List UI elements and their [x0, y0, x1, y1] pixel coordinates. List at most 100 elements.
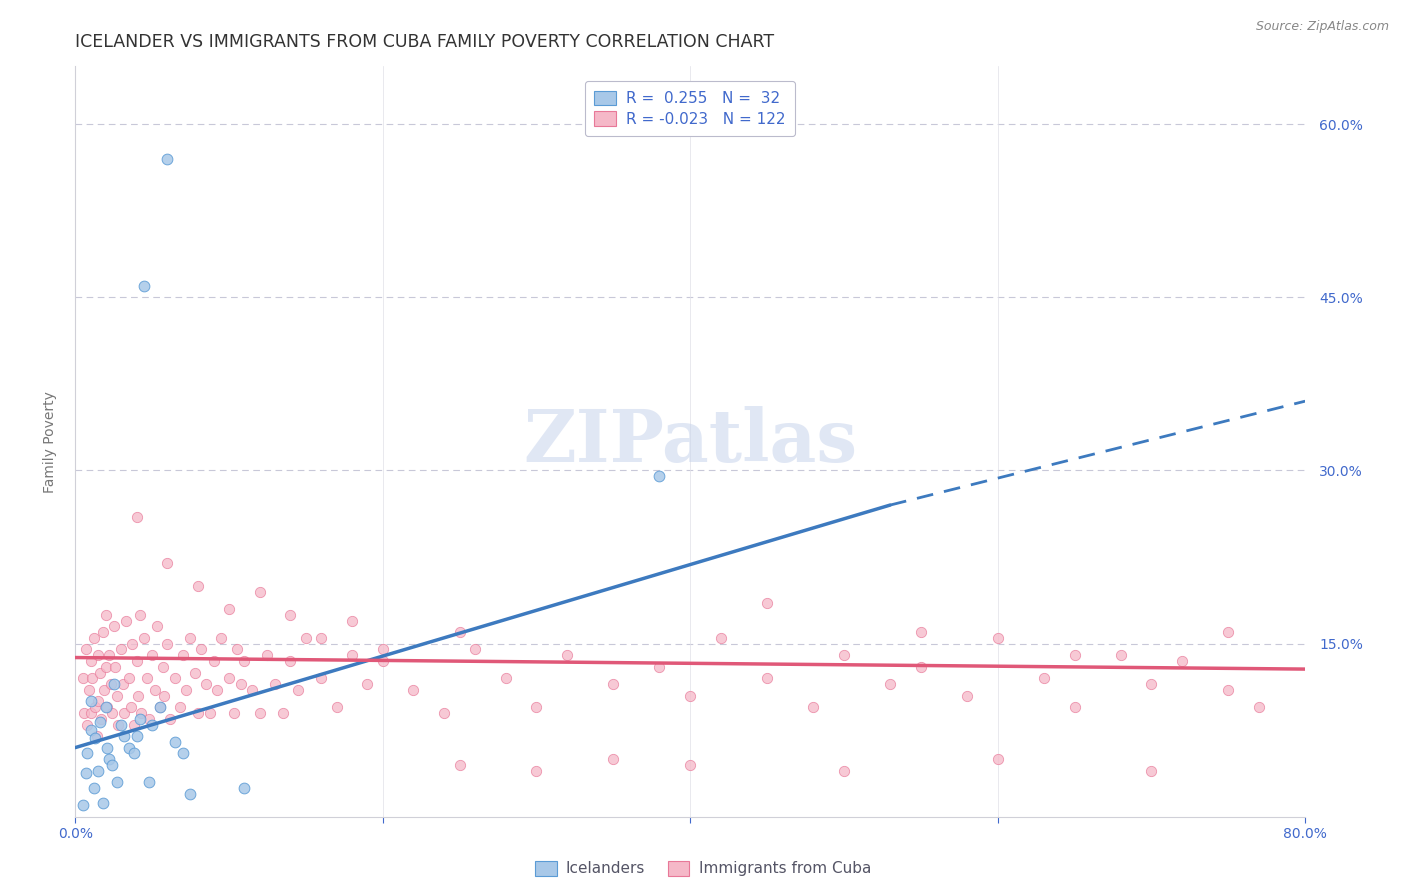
Point [72, 798, 94, 813]
Point [125, 729, 148, 743]
Point [402, 682, 425, 697]
Point [165, 671, 187, 685]
Point [134, 631, 156, 645]
Point [1109, 648, 1132, 663]
Point [464, 642, 486, 657]
Point [156, 556, 179, 570]
Point [264, 677, 287, 691]
Point [112, 706, 135, 720]
Point [184, 665, 207, 680]
Point [1140, 677, 1163, 691]
Point [309, 631, 332, 645]
Point [118, 740, 141, 755]
Point [105, 775, 128, 789]
Point [371, 642, 394, 657]
Point [112, 729, 135, 743]
Point [134, 278, 156, 293]
Point [76, 717, 98, 731]
Y-axis label: Family Poverty: Family Poverty [44, 391, 58, 492]
Point [832, 648, 855, 663]
Point [169, 700, 191, 714]
Point [194, 677, 217, 691]
Point [143, 682, 166, 697]
Point [187, 579, 209, 593]
Point [449, 625, 471, 640]
Point [138, 712, 160, 726]
Point [1140, 764, 1163, 778]
Point [172, 747, 194, 761]
Point [76, 747, 98, 761]
Point [249, 706, 271, 720]
Point [96, 740, 118, 755]
Point [72, 671, 94, 685]
Point [84, 700, 107, 714]
Point [128, 607, 150, 622]
Point [987, 752, 1010, 766]
Point [1063, 700, 1085, 714]
Point [75, 642, 97, 657]
Point [190, 642, 212, 657]
Point [152, 660, 174, 674]
Point [156, 152, 179, 166]
Point [83, 780, 105, 795]
Point [218, 602, 240, 616]
Point [956, 689, 979, 703]
Point [280, 654, 302, 668]
Point [679, 758, 702, 772]
Point [90, 712, 112, 726]
Point [125, 654, 148, 668]
Point [179, 787, 201, 801]
Point [287, 682, 309, 697]
Point [80, 671, 103, 685]
Point [91, 625, 114, 640]
Point [94, 607, 117, 622]
Point [801, 700, 824, 714]
Point [1247, 700, 1270, 714]
Point [127, 689, 149, 703]
Point [120, 700, 142, 714]
Point [87, 648, 110, 663]
Point [159, 712, 181, 726]
Point [648, 660, 671, 674]
Point [129, 706, 152, 720]
Point [104, 660, 127, 674]
Point [79, 694, 101, 708]
Point [325, 700, 347, 714]
Point [233, 780, 256, 795]
Point [149, 700, 172, 714]
Point [710, 631, 733, 645]
Point [87, 694, 110, 708]
Point [73, 706, 96, 720]
Point [233, 654, 256, 668]
Point [433, 706, 456, 720]
Point [271, 706, 294, 720]
Point [832, 764, 855, 778]
Point [84, 731, 107, 746]
Point [256, 648, 278, 663]
Point [555, 648, 578, 663]
Text: ZIPatlas: ZIPatlas [523, 406, 858, 477]
Point [91, 796, 114, 810]
Point [118, 671, 141, 685]
Point [756, 596, 779, 610]
Point [165, 735, 187, 749]
Point [218, 671, 240, 685]
Point [756, 671, 779, 685]
Point [280, 607, 302, 622]
Point [231, 677, 253, 691]
Point [141, 648, 163, 663]
Point [128, 712, 150, 726]
Point [94, 700, 117, 714]
Point [602, 677, 624, 691]
Point [309, 671, 332, 685]
Point [122, 717, 145, 731]
Point [495, 671, 517, 685]
Point [156, 637, 179, 651]
Point [103, 619, 125, 633]
Point [1218, 682, 1240, 697]
Point [987, 631, 1010, 645]
Point [100, 677, 122, 691]
Point [1032, 671, 1054, 685]
Point [1218, 625, 1240, 640]
Point [115, 614, 138, 628]
